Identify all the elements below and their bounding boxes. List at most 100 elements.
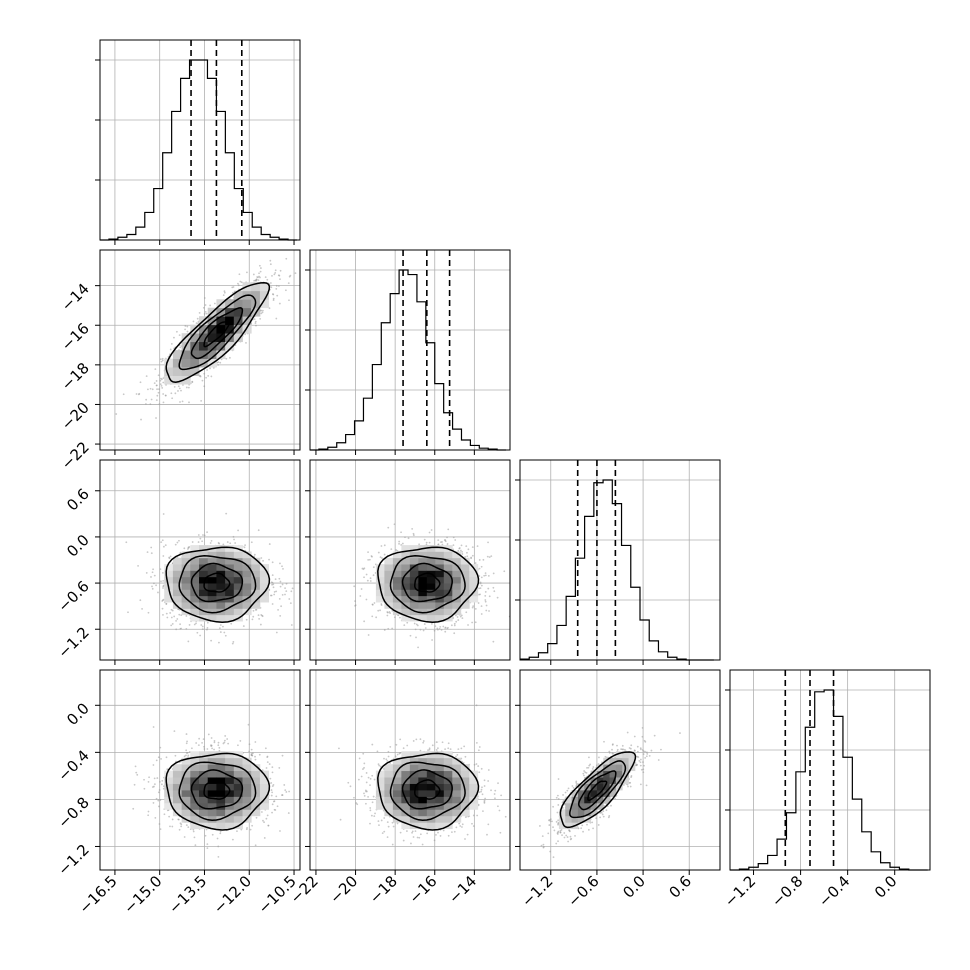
scatter-point	[483, 779, 486, 782]
density-cell	[233, 815, 243, 823]
scatter-point	[153, 574, 156, 577]
scatter-point	[552, 826, 554, 829]
scatter-point	[373, 778, 376, 781]
density-cell	[392, 796, 402, 804]
scatter-point	[488, 595, 491, 598]
scatter-point	[175, 330, 178, 333]
density-cell	[199, 324, 209, 334]
scatter-point	[642, 771, 645, 774]
scatter-point	[267, 824, 270, 827]
scatter-point	[484, 574, 487, 577]
scatter-point	[362, 752, 365, 755]
scatter-point	[430, 622, 433, 625]
scatter-point	[472, 825, 475, 827]
scatter-point	[144, 403, 147, 405]
scatter-point	[437, 831, 439, 834]
scatter-point	[261, 309, 264, 312]
scatter-point	[234, 542, 237, 544]
scatter-point	[203, 748, 206, 750]
scatter-point	[231, 838, 234, 841]
scatter-point	[413, 622, 416, 625]
scatter-point	[169, 825, 171, 828]
scatter-point	[580, 827, 583, 830]
density-cell	[565, 802, 573, 810]
scatter-point	[273, 273, 276, 276]
density-cell	[207, 815, 217, 823]
scatter-point	[435, 741, 438, 744]
scatter-point	[258, 264, 261, 267]
scatter-point	[156, 777, 159, 779]
density-cell	[233, 757, 243, 765]
scatter-point	[611, 752, 614, 755]
density-cell	[207, 608, 217, 616]
scatter-point	[210, 744, 212, 747]
scatter-point	[249, 828, 252, 831]
scatter-point	[457, 619, 460, 621]
scatter-point	[266, 814, 269, 817]
scatter-point	[210, 737, 213, 739]
density-cell	[435, 790, 445, 797]
density-cell	[207, 822, 217, 830]
scatter-point	[232, 535, 235, 538]
density-cell	[577, 796, 585, 804]
density-cell	[172, 350, 183, 360]
scatter-point	[202, 306, 205, 309]
density-cell	[251, 589, 261, 597]
scatter-point	[367, 795, 369, 798]
scatter-point	[275, 317, 278, 320]
density-cell	[435, 602, 445, 609]
scatter-point	[381, 832, 384, 835]
density-cell	[225, 595, 235, 603]
scatter-point	[382, 809, 385, 812]
scatter-point	[268, 307, 271, 310]
scatter-point	[428, 747, 431, 750]
scatter-point	[648, 754, 651, 757]
scatter-point	[169, 555, 172, 558]
scatter-point	[162, 598, 165, 601]
density-cell	[452, 796, 462, 804]
scatter-point	[141, 607, 143, 610]
scatter-point	[474, 607, 477, 610]
scatter-point	[638, 759, 641, 762]
scatter-point	[587, 766, 590, 769]
scatter-point	[180, 825, 183, 828]
scatter-point	[585, 771, 588, 774]
scatter-point	[349, 785, 352, 788]
scatter-point	[539, 825, 541, 827]
grid-lines	[310, 250, 510, 450]
scatter-point	[178, 613, 181, 616]
density-cell	[435, 564, 445, 571]
density-cell	[435, 545, 445, 552]
scatter-point	[278, 274, 281, 277]
scatter-point	[592, 766, 595, 768]
scatter-point	[447, 742, 450, 745]
scatter-point	[478, 559, 481, 561]
scatter-point	[279, 580, 282, 583]
scatter-point	[412, 740, 415, 742]
scatter-point	[373, 815, 376, 817]
scatter-point	[380, 819, 383, 822]
scatter-point	[191, 541, 194, 543]
density-cell	[452, 777, 462, 784]
scatter-point	[203, 313, 206, 315]
scatter-point	[354, 605, 357, 607]
density-cell	[452, 790, 462, 797]
scatter-point	[459, 825, 462, 827]
density-cell	[409, 595, 419, 603]
density-cell	[199, 564, 209, 571]
scatter-point	[207, 733, 210, 736]
density-cell	[216, 545, 226, 552]
density-cell	[384, 595, 394, 603]
scatter-point	[178, 608, 181, 611]
scatter-point	[217, 541, 220, 544]
scatter-point	[206, 626, 209, 629]
density-cell	[199, 545, 209, 552]
density-cell	[225, 809, 235, 817]
scatter-point	[581, 824, 584, 827]
scatter-point	[218, 746, 221, 749]
scatter-point	[209, 542, 212, 544]
scatter-point	[602, 810, 605, 813]
density-cell	[384, 770, 394, 778]
scatter-point	[266, 278, 269, 281]
scatter-point	[160, 783, 163, 786]
